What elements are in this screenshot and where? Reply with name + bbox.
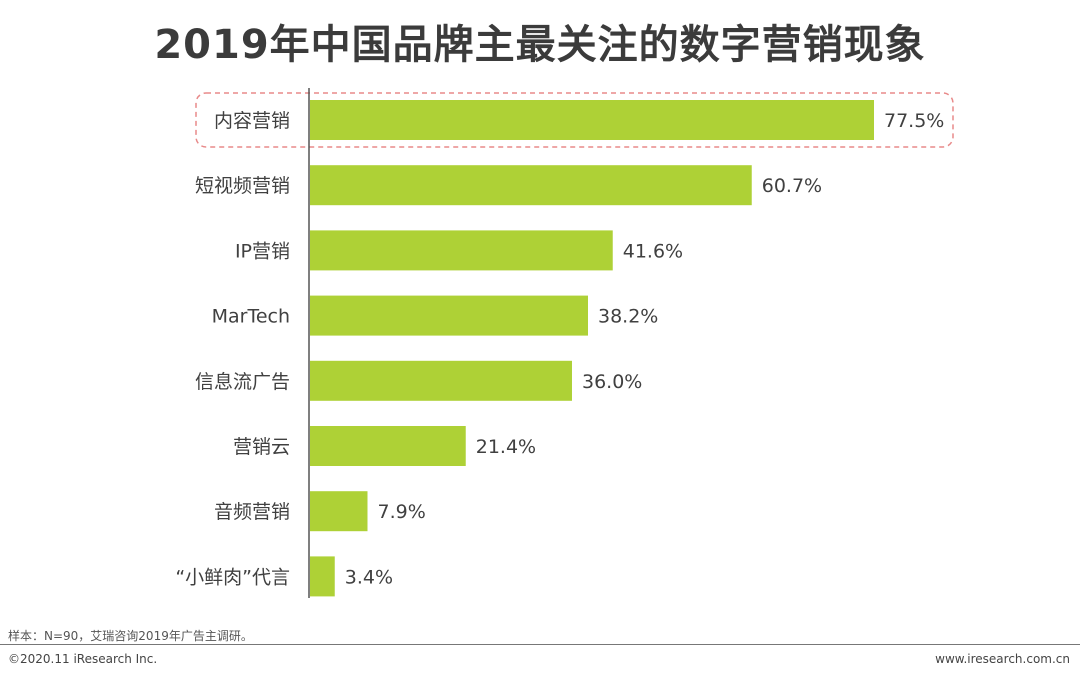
value-label: 36.0% bbox=[582, 371, 642, 393]
value-label: 77.5% bbox=[884, 110, 944, 132]
highlight-box bbox=[195, 92, 954, 148]
website-link: www.iresearch.com.cn bbox=[935, 652, 1070, 666]
category-label: IP营销 bbox=[235, 240, 290, 262]
bar bbox=[310, 100, 874, 140]
value-label: 60.7% bbox=[762, 175, 822, 197]
value-label: 7.9% bbox=[377, 501, 425, 523]
bar bbox=[310, 295, 588, 336]
category-label: 内容营销 bbox=[214, 110, 290, 132]
chart-title: 2019年中国品牌主最关注的数字营销现象 bbox=[154, 22, 926, 68]
copyright: ©2020.11 iResearch Inc. bbox=[8, 652, 158, 666]
bar bbox=[310, 230, 613, 271]
bar bbox=[310, 556, 335, 597]
bar bbox=[310, 360, 572, 401]
value-label: 3.4% bbox=[345, 566, 393, 588]
bar bbox=[310, 165, 752, 206]
category-label: MarTech bbox=[212, 306, 290, 328]
category-label: 信息流广告 bbox=[195, 371, 290, 393]
footer-divider bbox=[0, 644, 1080, 645]
category-label: 音频营销 bbox=[214, 501, 290, 523]
sample-note: 样本：N=90，艾瑞咨询2019年广告主调研。 bbox=[8, 629, 253, 643]
bars-group: 内容营销 77.5% 短视频营销 60.7% IP营销 41.6% MarTech 38.2%… bbox=[175, 100, 944, 597]
value-label: 41.6% bbox=[623, 240, 683, 262]
category-label: 短视频营销 bbox=[195, 175, 290, 197]
value-label: 21.4% bbox=[476, 436, 536, 458]
value-label: 38.2% bbox=[598, 306, 658, 328]
category-label: 营销云 bbox=[233, 436, 290, 458]
bar bbox=[310, 426, 466, 466]
bar bbox=[310, 491, 368, 532]
category-label: “小鲜肉”代言 bbox=[175, 566, 290, 588]
